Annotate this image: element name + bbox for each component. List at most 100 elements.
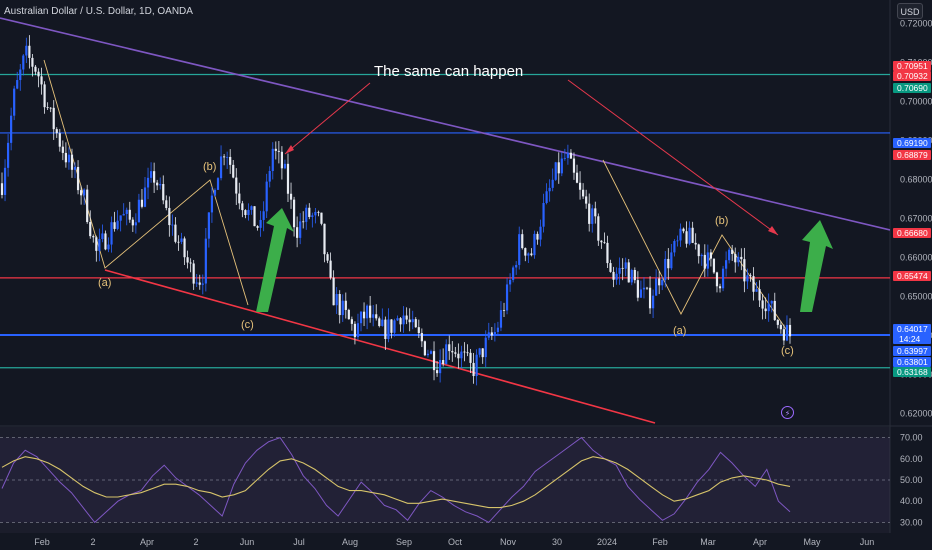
candle-body	[265, 181, 268, 212]
candle-body	[116, 220, 119, 229]
candle-body	[755, 289, 758, 292]
candle-body	[606, 242, 609, 264]
candle-body	[420, 332, 423, 342]
wave-label-b-left: (b)	[203, 161, 216, 173]
candle-body	[402, 315, 405, 325]
candle-body	[508, 279, 512, 285]
candle-body	[457, 353, 460, 359]
candle-body	[359, 311, 363, 324]
candle-body	[323, 223, 326, 255]
candle-body	[578, 182, 582, 190]
candle-body	[101, 233, 104, 240]
candle-body	[773, 300, 776, 320]
candle-body	[226, 156, 229, 158]
candle-body	[76, 166, 80, 191]
price-badge-label: 0.63997	[897, 346, 928, 356]
candle-body	[785, 324, 789, 341]
time-axis: Feb 2 Apr 2 Jun Jul Aug Sep Oct Nov 30 2024 Feb Mar Ap…	[34, 537, 874, 547]
candle-body	[229, 156, 232, 165]
candle-body	[6, 142, 10, 168]
candle-body	[183, 238, 186, 258]
candle-body	[198, 282, 201, 285]
price-badge	[893, 346, 931, 356]
candle-body	[353, 323, 357, 338]
candle-body	[411, 319, 414, 323]
candle-body	[387, 319, 390, 340]
candle-body	[381, 319, 384, 326]
candle-body	[378, 318, 381, 326]
candle-body	[639, 289, 643, 298]
candle-body	[518, 234, 521, 265]
candle-body	[746, 275, 749, 282]
candle-body	[743, 259, 746, 282]
horizontal-levels	[0, 73, 890, 369]
price-badge	[893, 83, 931, 93]
rsi-line	[1, 436, 791, 524]
candle-body	[542, 202, 545, 227]
candle-body	[524, 248, 527, 256]
candle-body	[37, 71, 40, 77]
candle-body	[40, 76, 43, 85]
candle-body	[423, 341, 427, 356]
candle-body	[676, 240, 679, 242]
price-badge	[893, 150, 931, 160]
rsi-tick-label: 30.00	[900, 517, 923, 527]
candle-body	[271, 148, 274, 172]
candle-body	[168, 207, 171, 226]
candle-body	[734, 254, 737, 263]
price-badge-label: 0.63168	[897, 367, 928, 377]
candle-body	[445, 344, 448, 365]
candle-body	[630, 269, 633, 283]
wave-structure-right	[602, 159, 789, 333]
green-arrow-right	[800, 220, 833, 312]
candle-body	[609, 263, 612, 272]
candle-body	[219, 156, 223, 179]
candle-body	[43, 84, 46, 108]
candle-body	[405, 315, 408, 320]
candle-body	[238, 193, 241, 204]
candle-body	[384, 319, 387, 340]
candle-body	[502, 310, 506, 311]
candle-body	[341, 300, 344, 316]
candle-body	[19, 69, 22, 81]
candlestick-series	[0, 35, 792, 386]
candle-body	[779, 324, 782, 330]
candle-body	[241, 203, 244, 211]
candle-body	[362, 311, 366, 319]
candle-body	[655, 278, 658, 296]
candle-body	[426, 353, 430, 356]
candle-body	[390, 319, 393, 333]
candle-body	[776, 319, 779, 325]
candle-body	[721, 268, 725, 289]
candle-body	[521, 234, 524, 249]
candle-body	[308, 207, 311, 217]
candle-body	[582, 189, 585, 197]
candle-body	[372, 314, 375, 318]
currency-button[interactable]: USD	[897, 3, 923, 19]
candle-body	[216, 178, 220, 190]
candle-body	[463, 351, 466, 353]
candle-body	[700, 254, 703, 257]
lightning-icon[interactable]: ⚡	[781, 406, 794, 419]
candle-body	[709, 252, 712, 259]
price-badge-label: 0.69190	[897, 138, 928, 148]
candle-body	[603, 242, 606, 244]
candle-body	[375, 314, 378, 319]
candle-body	[153, 171, 156, 183]
candle-body	[560, 158, 563, 174]
candle-body	[320, 212, 323, 224]
chart-title: Australian Dollar / U.S. Dollar, 1D, OAN…	[4, 6, 193, 17]
rsi-tick-label: 40.00	[900, 496, 923, 506]
price-tick-label: 0.68000	[900, 174, 932, 184]
price-badge	[893, 324, 931, 344]
candle-body	[347, 309, 350, 320]
candle-body	[612, 271, 615, 280]
candle-body	[472, 362, 475, 377]
candle-body	[95, 237, 98, 251]
candle-body	[232, 164, 235, 178]
candle-body	[22, 55, 25, 70]
time-tick-label: Feb	[652, 537, 668, 547]
candle-body	[481, 348, 484, 358]
price-badge-label: 0.70932	[897, 71, 928, 81]
candle-body	[682, 228, 685, 232]
